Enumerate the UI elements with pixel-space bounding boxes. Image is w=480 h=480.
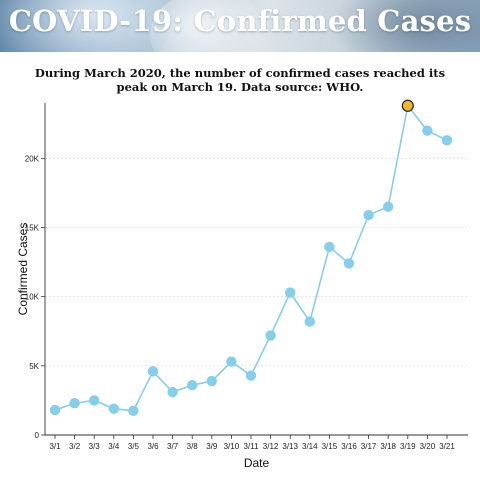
- y-tick-label: 20K: [25, 154, 40, 163]
- data-point: [304, 316, 315, 327]
- data-point: [383, 201, 394, 212]
- data-point: [245, 370, 257, 381]
- header-banner: COVID-19: Confirmed Cases: [0, 0, 480, 52]
- axis-ticks: 0 5K 10K 15K 20K 3/1 3/2 3/3 3/4 3/5 3/6 3/7 3/8 3/9 3…: [25, 154, 456, 451]
- x-tick-label: 3/19: [400, 442, 416, 451]
- x-tick-label: 3/18: [380, 442, 396, 451]
- data-point: [69, 397, 80, 409]
- x-tick-label: 3/3: [89, 442, 101, 451]
- axes: [44, 103, 468, 436]
- data-point: [187, 380, 198, 391]
- data-point: [206, 375, 217, 387]
- y-tick-label: 5K: [29, 362, 39, 371]
- data-point: [265, 330, 276, 341]
- x-tick-label: 3/12: [263, 442, 279, 451]
- x-tick-label: 3/2: [69, 442, 81, 451]
- data-point: [441, 135, 453, 146]
- peak-data-point: [401, 99, 414, 112]
- banner-image-glove: [0, 0, 170, 52]
- banner-image-shadow: [330, 0, 480, 52]
- y-tick-label: 10K: [25, 293, 40, 302]
- x-tick-label: 3/1: [49, 442, 61, 451]
- y-axis-label: Confirmed Cases: [16, 223, 30, 316]
- banner-image-highlight: [150, 0, 270, 52]
- x-tick-label: 3/21: [439, 442, 455, 451]
- x-tick-label: 3/10: [224, 442, 240, 451]
- data-point: [108, 403, 120, 414]
- x-tick-label: 3/6: [147, 442, 159, 451]
- data-point: [285, 287, 296, 298]
- x-tick-label: 3/16: [341, 442, 357, 451]
- data-point: [363, 209, 374, 221]
- x-tick-label: 3/20: [420, 442, 436, 451]
- x-tick-label: 3/13: [282, 442, 298, 451]
- y-tick-label: 15K: [25, 224, 40, 233]
- chart-subtitle: During March 2020, the number of confirm…: [34, 66, 446, 94]
- banner-title: COVID-19: Confirmed Cases: [8, 4, 472, 38]
- x-tick-label: 3/14: [302, 442, 318, 451]
- series-line: [54, 103, 448, 412]
- x-tick-label: 3/5: [128, 442, 140, 451]
- x-tick-label: 3/7: [167, 442, 179, 451]
- data-point: [147, 366, 159, 377]
- series-line-group: [54, 103, 448, 412]
- data-point: [324, 241, 335, 253]
- data-point: [167, 386, 178, 398]
- data-point: [49, 404, 61, 416]
- x-tick-label: 3/8: [187, 442, 199, 451]
- x-tick-label: 3/15: [322, 442, 338, 451]
- x-tick-label: 3/17: [361, 442, 377, 451]
- data-point: [343, 258, 355, 269]
- x-axis-label: Date: [244, 456, 270, 470]
- grid-lines: [45, 158, 468, 367]
- data-point: [89, 395, 100, 406]
- x-tick-label: 3/9: [206, 442, 218, 451]
- data-point: [422, 125, 433, 136]
- data-point: [128, 405, 139, 416]
- x-tick-label: 3/11: [244, 442, 260, 451]
- data-point: [226, 356, 237, 367]
- y-tick-label: 0: [35, 431, 40, 440]
- x-tick-label: 3/4: [108, 442, 120, 451]
- data-points: [49, 99, 453, 416]
